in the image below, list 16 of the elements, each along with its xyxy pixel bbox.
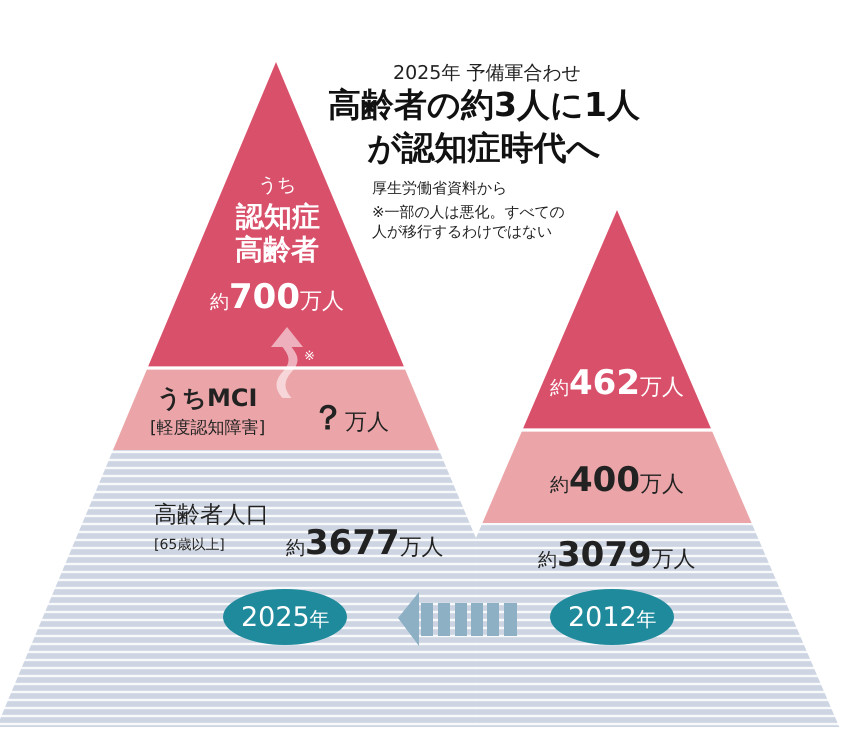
data-label: ？万人 (311, 398, 389, 438)
data-label: 約700万人 (210, 277, 344, 317)
text: 厚生労働省資料から (372, 179, 507, 197)
text: 高齢者の約3人に1人が認知症時代へ (328, 85, 641, 167)
text: うちMCI [軽度認知障害] (150, 384, 266, 438)
text: ※一部の人は悪化。すべての人が移行するわけではない (372, 203, 565, 240)
series-label: うち認知症高齢者 (235, 174, 320, 266)
data-label: 約3079万人 (538, 535, 696, 575)
category-label: 2012年 (568, 602, 657, 633)
data-label: 約3677万人 (286, 523, 444, 563)
text: ※ (304, 349, 315, 364)
data-label: 約462万人 (550, 363, 684, 403)
series-label: 高齢者人口 [65歳以上] (154, 502, 269, 553)
data-label: 約400万人 (550, 460, 684, 500)
category-label: 2025年 (241, 602, 330, 633)
text: 2025年 予備軍合わせ (393, 62, 580, 84)
